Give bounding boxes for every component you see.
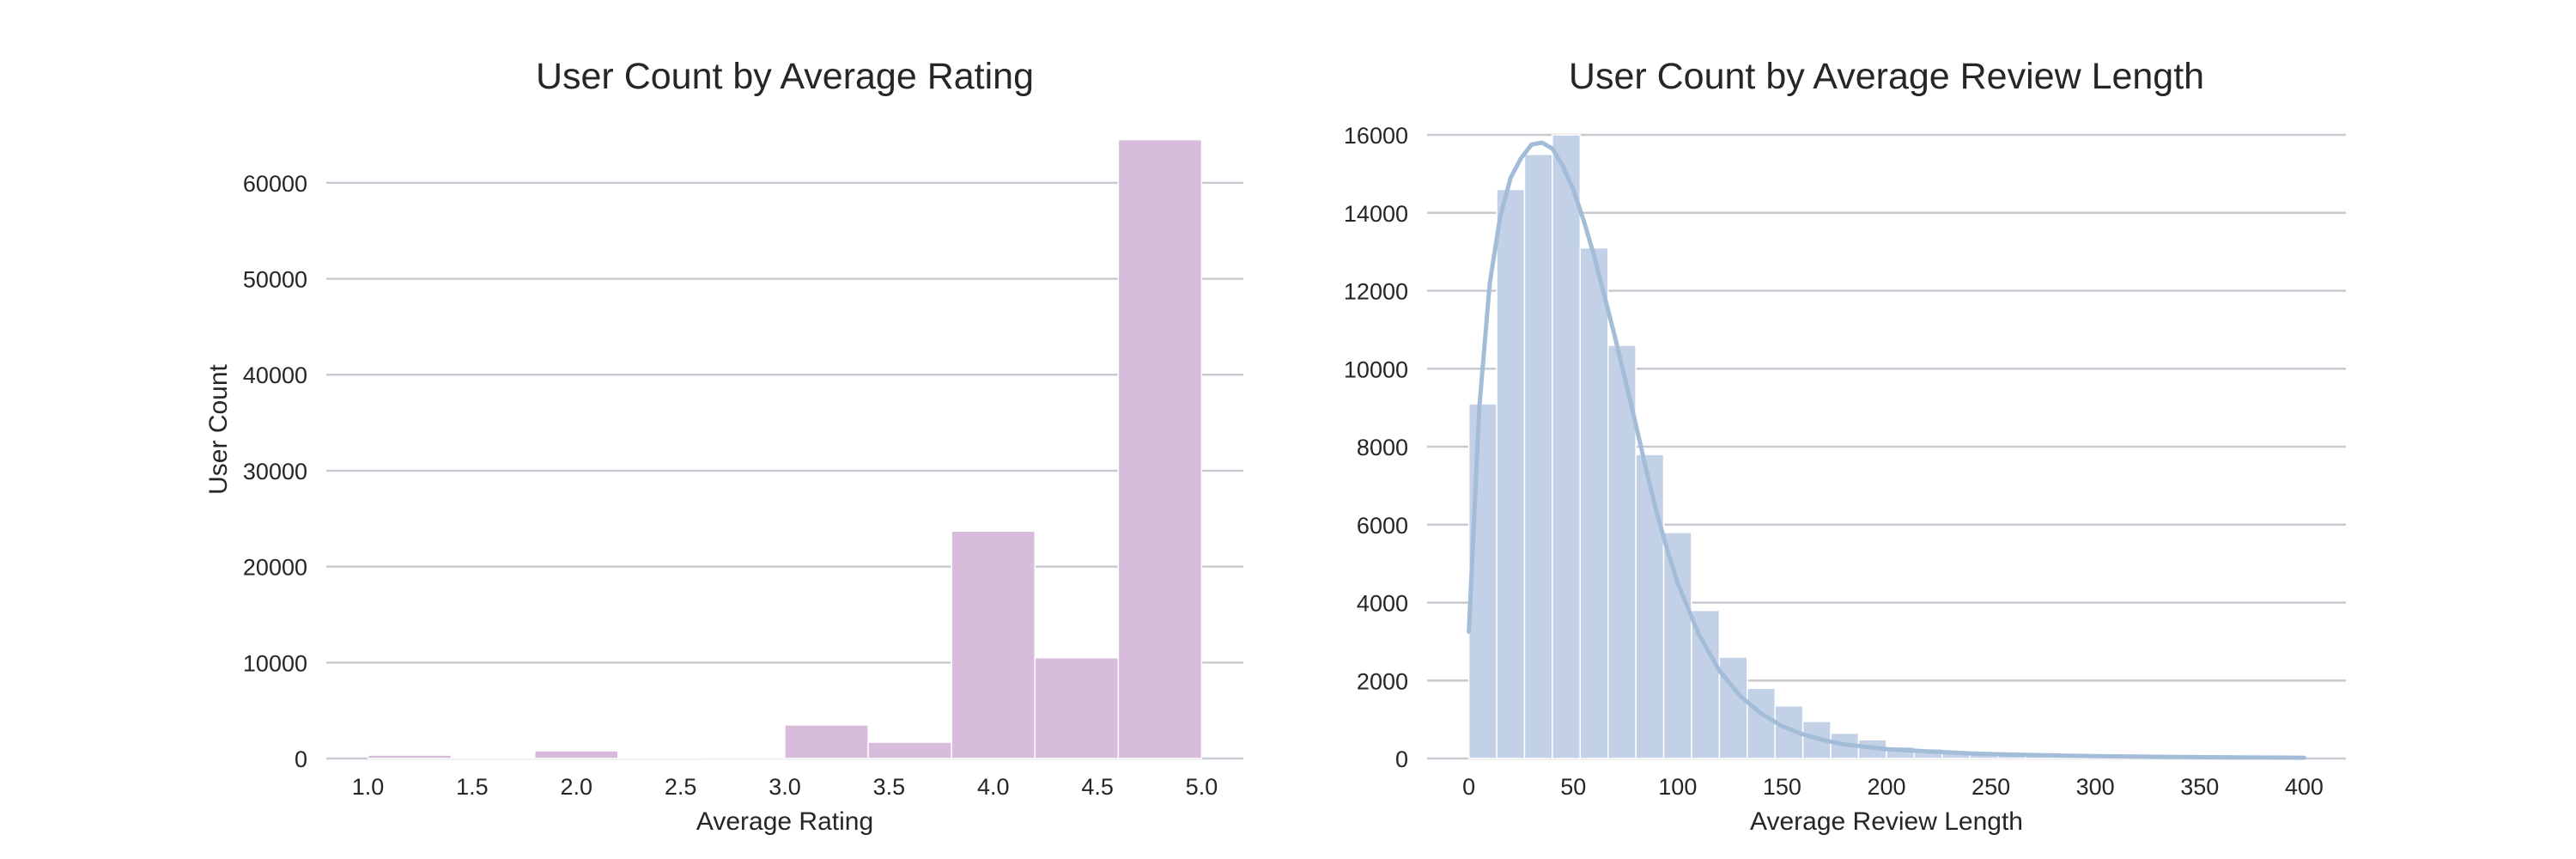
y-tick-label: 10000 (243, 650, 307, 676)
x-tick-label: 2.5 (665, 774, 697, 800)
x-tick-label: 2.0 (560, 774, 592, 800)
x-tick-label: 0 (1462, 774, 1475, 800)
y-tick-label: 8000 (1357, 435, 1408, 460)
x-tick-label: 1.0 (352, 774, 385, 800)
y-tick-label: 40000 (243, 362, 307, 388)
kde-line (1467, 140, 2306, 760)
x-tick-label: 250 (1971, 774, 2010, 800)
x-tick-label: 300 (2076, 774, 2115, 800)
histogram-bar (784, 724, 869, 759)
histogram-bar (1718, 656, 1748, 759)
histogram-bar (1117, 138, 1203, 759)
y-tick-label: 0 (295, 746, 307, 772)
x-tick-label: 400 (2285, 774, 2324, 800)
x-tick-label: 150 (1763, 774, 1801, 800)
chart-title: User Count by Average Review Length (1569, 56, 2204, 97)
x-tick-label: 4.0 (977, 774, 1010, 800)
histogram-bar (1552, 134, 1582, 759)
y-tick-label: 14000 (1344, 201, 1408, 227)
x-tick-label: 5.0 (1186, 774, 1218, 800)
y-tick-label: 6000 (1357, 513, 1408, 539)
x-tick-label: 3.5 (873, 774, 906, 800)
histogram-bar (1747, 687, 1776, 759)
histogram-bar (951, 530, 1036, 759)
histogram-bar (1662, 532, 1692, 759)
x-axis-label: Average Review Length (1750, 807, 2023, 836)
y-tick-label: 0 (1395, 746, 1408, 772)
y-tick-label: 50000 (243, 267, 307, 293)
histogram-bar (701, 756, 786, 759)
x-tick-label: 1.5 (456, 774, 489, 800)
histogram-bar (1579, 247, 1609, 759)
y-tick-label: 4000 (1357, 591, 1408, 617)
y-tick-label: 10000 (1344, 356, 1408, 382)
x-tick-label: 4.5 (1081, 774, 1114, 800)
histogram-bar (1496, 188, 1526, 759)
y-tick-label: 16000 (1344, 123, 1408, 149)
x-tick-label: 50 (1560, 774, 1586, 800)
x-tick-label: 100 (1658, 774, 1697, 800)
histogram-bar (1467, 403, 1498, 759)
y-tick-label: 12000 (1344, 279, 1408, 305)
histogram-bar (533, 750, 619, 759)
x-tick-label: 200 (1867, 774, 1905, 800)
histogram-bar (1523, 153, 1553, 759)
y-axis-label: User Count (204, 363, 233, 494)
histogram-bar (1034, 656, 1120, 759)
histogram-bar (1691, 609, 1721, 759)
chart-user-count-by-average-rating: User Count by Average Rating User Count … (204, 56, 1243, 836)
y-tick-label: 60000 (243, 171, 307, 197)
x-tick-label: 350 (2180, 774, 2219, 800)
histogram-bar (1635, 454, 1665, 759)
histogram-bar (367, 754, 453, 759)
y-tick-label: 20000 (243, 555, 307, 581)
x-axis-label: Average Rating (696, 807, 873, 836)
y-tick-label: 30000 (243, 459, 307, 484)
y-tick-label: 2000 (1357, 668, 1408, 694)
chart-title: User Count by Average Rating (536, 56, 1034, 97)
x-tick-label: 3.0 (769, 774, 801, 800)
histogram-bar (867, 741, 952, 759)
chart-user-count-by-average-review-length: User Count by Average Review Length Aver… (1344, 56, 2346, 836)
